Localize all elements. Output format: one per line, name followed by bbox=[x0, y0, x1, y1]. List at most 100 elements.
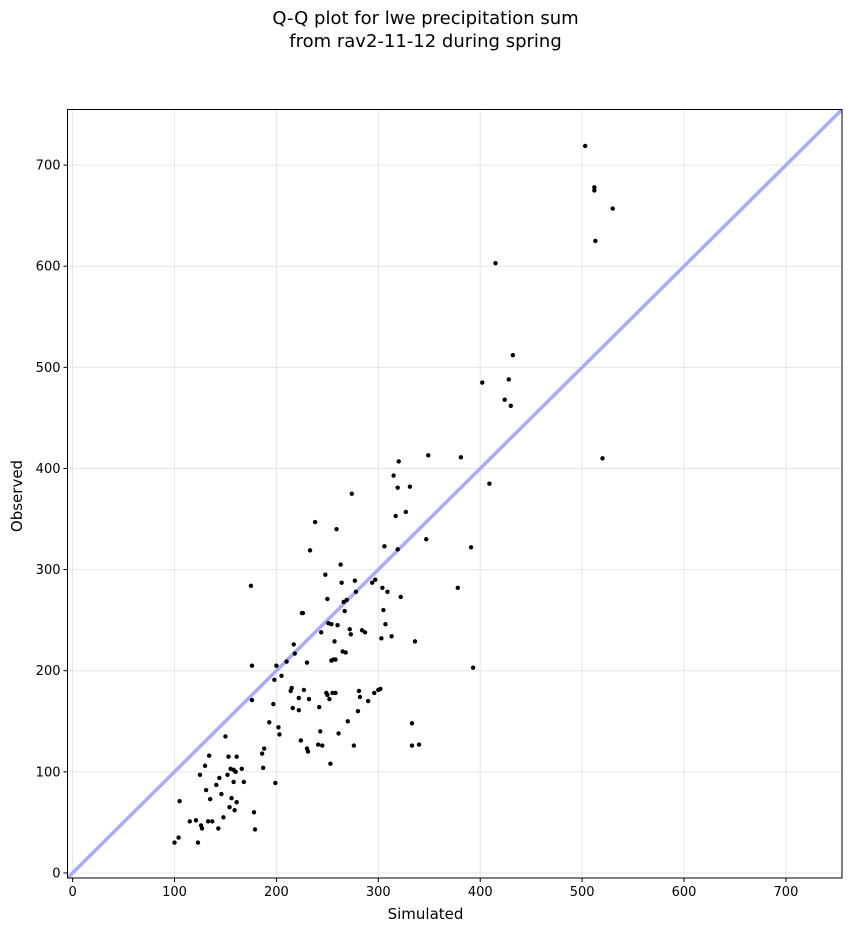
data-point bbox=[344, 597, 349, 603]
chart-title-line-2: from rav2-11-12 during spring bbox=[289, 31, 562, 52]
data-point bbox=[193, 818, 199, 823]
data-point bbox=[352, 578, 358, 583]
data-point bbox=[225, 772, 230, 778]
data-point bbox=[329, 621, 334, 627]
data-point bbox=[231, 779, 236, 785]
data-point bbox=[214, 782, 219, 788]
data-point bbox=[199, 826, 205, 831]
data-point bbox=[353, 589, 359, 595]
data-point bbox=[325, 596, 330, 602]
data-point bbox=[333, 657, 338, 662]
data-points bbox=[172, 143, 615, 845]
data-point bbox=[325, 692, 330, 698]
data-point bbox=[219, 791, 224, 797]
data-point bbox=[395, 485, 400, 490]
data-point bbox=[338, 562, 343, 567]
data-point bbox=[301, 687, 307, 693]
data-point bbox=[232, 808, 237, 813]
data-point bbox=[385, 589, 390, 595]
data-point bbox=[177, 798, 182, 804]
data-point bbox=[378, 686, 383, 692]
data-point bbox=[319, 630, 324, 635]
data-point bbox=[365, 698, 371, 704]
data-point bbox=[582, 143, 588, 149]
data-point bbox=[307, 548, 313, 553]
y-tick-label: 300 bbox=[36, 563, 61, 578]
data-point bbox=[610, 206, 615, 211]
data-point bbox=[334, 526, 339, 532]
y-tick-label: 700 bbox=[36, 159, 61, 174]
data-point bbox=[234, 754, 239, 759]
data-point bbox=[416, 742, 422, 747]
data-point bbox=[455, 585, 461, 590]
data-point bbox=[216, 826, 221, 831]
x-tick-label: 200 bbox=[264, 885, 289, 900]
data-point bbox=[335, 623, 340, 628]
data-point bbox=[339, 580, 344, 585]
data-point bbox=[356, 688, 362, 694]
x-axis-label: Simulated bbox=[387, 905, 464, 923]
data-point bbox=[203, 787, 209, 793]
data-point bbox=[296, 707, 302, 713]
data-point bbox=[249, 663, 255, 668]
x-tick-label: 0 bbox=[68, 885, 76, 900]
data-point bbox=[251, 810, 257, 815]
data-point bbox=[306, 696, 312, 702]
y-axis-label: Observed bbox=[8, 459, 26, 533]
data-point bbox=[592, 185, 597, 190]
chart-title-line-1: Q-Q plot for lwe precipitation sum bbox=[272, 8, 579, 29]
data-point bbox=[409, 721, 415, 726]
data-point bbox=[195, 840, 201, 845]
data-point bbox=[349, 491, 355, 496]
data-point bbox=[380, 585, 385, 590]
data-point bbox=[487, 481, 492, 486]
y-tick-label: 200 bbox=[36, 664, 61, 679]
data-point bbox=[187, 819, 192, 824]
x-tick-label: 700 bbox=[774, 885, 799, 900]
data-point bbox=[470, 665, 476, 670]
data-point bbox=[312, 519, 318, 525]
data-point bbox=[426, 453, 431, 458]
data-point bbox=[389, 634, 394, 639]
data-point bbox=[323, 572, 328, 577]
data-point bbox=[252, 827, 258, 832]
data-point bbox=[362, 630, 368, 635]
data-point bbox=[320, 743, 325, 748]
data-point bbox=[197, 772, 203, 778]
data-point bbox=[292, 651, 297, 656]
data-point bbox=[373, 577, 378, 582]
data-point bbox=[379, 636, 384, 641]
data-point bbox=[318, 729, 323, 734]
one-to-one-reference-line bbox=[67, 109, 842, 878]
data-point bbox=[600, 456, 605, 461]
data-point bbox=[412, 639, 418, 644]
data-point bbox=[381, 607, 386, 613]
y-tick-label: 500 bbox=[36, 361, 61, 376]
grid-lines bbox=[67, 109, 842, 878]
data-point bbox=[315, 742, 321, 747]
data-point bbox=[289, 685, 294, 691]
data-point bbox=[317, 704, 322, 710]
data-point bbox=[277, 732, 282, 737]
data-point bbox=[327, 696, 332, 702]
data-point bbox=[296, 695, 302, 701]
x-tick-label: 400 bbox=[468, 885, 493, 900]
x-tick-label: 100 bbox=[162, 885, 187, 900]
data-point bbox=[300, 610, 306, 616]
y-tick-label: 600 bbox=[36, 260, 61, 275]
data-point bbox=[480, 380, 485, 385]
data-point bbox=[206, 753, 212, 758]
data-point bbox=[370, 580, 375, 585]
data-point bbox=[508, 403, 513, 408]
data-point bbox=[409, 743, 415, 748]
data-point bbox=[372, 690, 377, 696]
data-point bbox=[506, 377, 511, 382]
data-point bbox=[468, 545, 474, 550]
data-point bbox=[210, 819, 215, 824]
y-tick-label: 100 bbox=[36, 765, 61, 780]
data-point bbox=[343, 650, 348, 655]
data-point bbox=[239, 766, 244, 771]
data-point bbox=[332, 639, 337, 644]
